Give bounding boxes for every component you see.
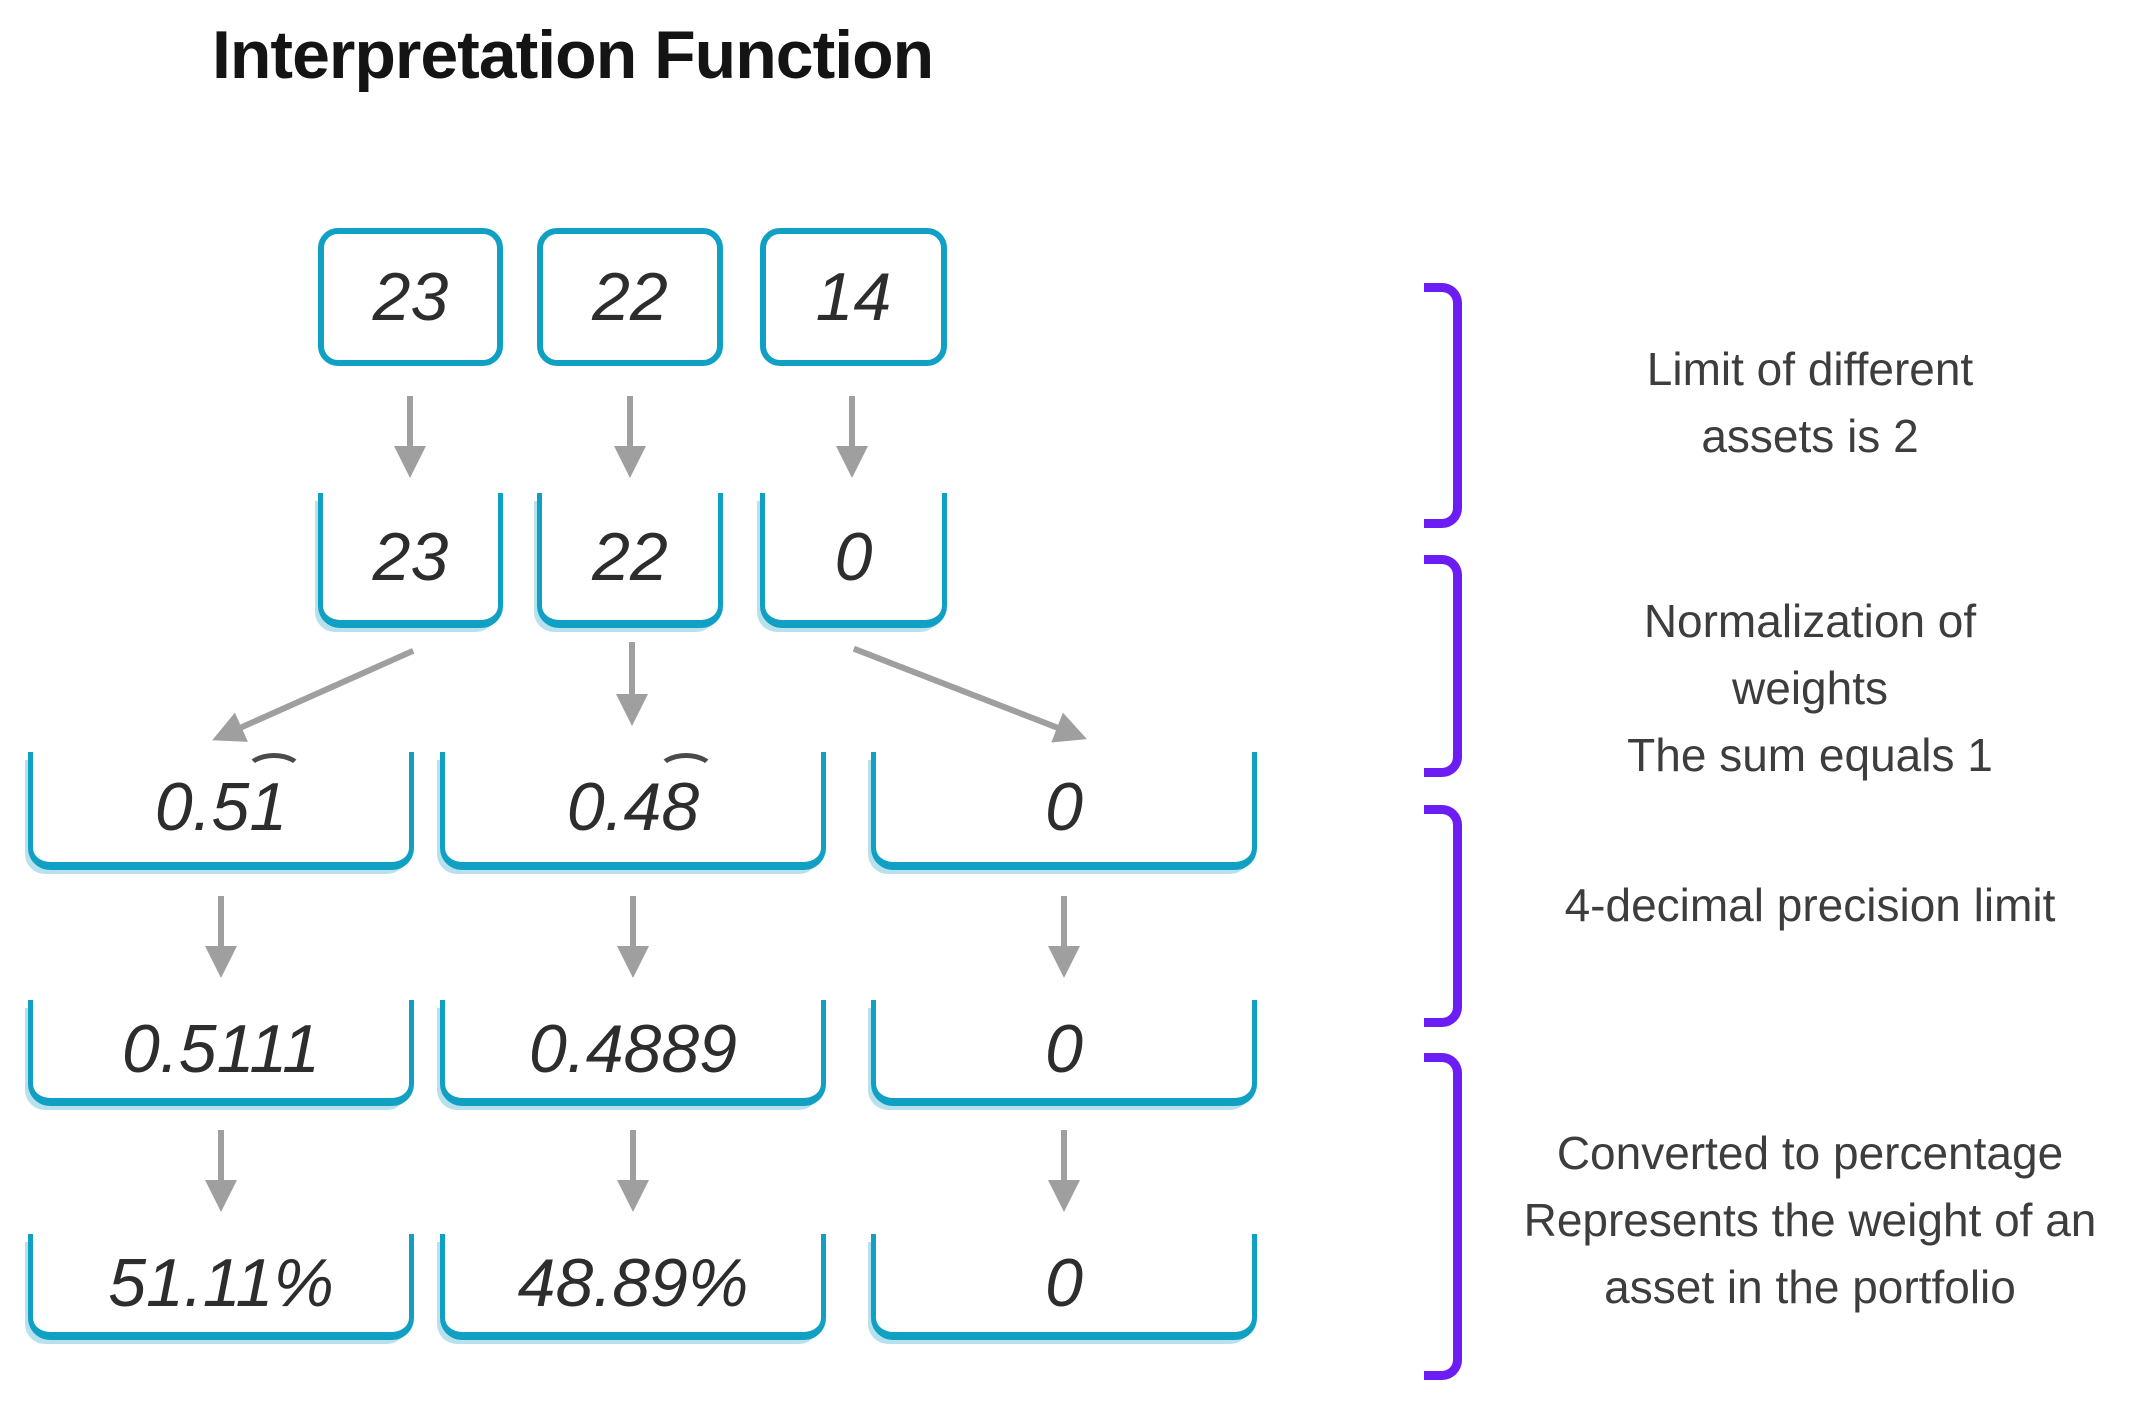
annotation-line: Normalization of: [1643, 595, 1977, 647]
flow-box-percent-3: 0: [871, 1234, 1257, 1340]
annotation-line: Limit of different: [1646, 343, 1974, 395]
arrow-down-icon: [394, 396, 426, 478]
arrow-down-icon: [1048, 1130, 1080, 1212]
flow-box-initial-2: 22: [537, 228, 723, 366]
arrow-down-icon: [614, 396, 646, 478]
arrow-down-icon: [617, 1130, 649, 1212]
annotation-line: weights: [1732, 662, 1888, 714]
bracket-icon-percentage: [1424, 1053, 1462, 1380]
box-value: 0: [1045, 1011, 1083, 1087]
box-value: 22: [592, 259, 668, 335]
repeating-decimal-arc-icon: [245, 753, 304, 789]
arrow-down-icon: [205, 1130, 237, 1212]
bracket-icon-precision: [1424, 805, 1462, 1027]
annotation-line: Converted to percentage: [1556, 1127, 2064, 1179]
annotation-line: 4-decimal precision limit: [1564, 879, 2056, 931]
flow-box-initial-3: 14: [760, 228, 947, 366]
flow-box-limited-3: 0: [760, 493, 947, 628]
flow-box-rounded-1: 0.5111: [28, 1000, 414, 1106]
annotation-line: The sum equals 1: [1627, 729, 1993, 781]
box-value: 22: [592, 518, 668, 595]
arrow-down-icon: [616, 642, 648, 726]
flow-box-normalized-3: 0: [871, 752, 1257, 870]
page-title: Interpretation Function: [212, 17, 934, 93]
box-value: 0: [1045, 769, 1083, 845]
annotation-percentage: Converted to percentage Represents the w…: [1470, 1120, 2150, 1321]
repeating-decimal-value: 0.51: [155, 753, 304, 841]
box-value: 0.4889: [529, 1011, 737, 1087]
flow-box-rounded-3: 0: [871, 1000, 1257, 1106]
annotation-line: Represents the weight of an: [1523, 1194, 2097, 1246]
flow-box-percent-2: 48.89%: [440, 1234, 826, 1340]
annotation-limit: Limit of different assets is 2: [1470, 336, 2150, 470]
flow-box-normalized-1: 0.51: [28, 752, 414, 870]
box-value: 0.5111: [122, 1011, 320, 1087]
box-value: 23: [372, 518, 449, 595]
repeating-decimal-arc-icon: [657, 753, 716, 789]
annotation-normalization: Normalization of weights The sum equals …: [1470, 588, 2150, 789]
arrow-down-icon: [1048, 896, 1080, 978]
flow-box-initial-1: 23: [318, 228, 503, 366]
arrow-down-icon: [205, 896, 237, 978]
annotation-line: asset in the portfolio: [1604, 1261, 2016, 1313]
box-value: 23: [372, 259, 449, 335]
annotation-line: assets is 2: [1701, 410, 1919, 462]
box-value: 51.11%: [108, 1245, 334, 1321]
flow-box-percent-1: 51.11%: [28, 1234, 414, 1340]
flow-box-limited-1: 23: [318, 493, 503, 628]
arrow-diagonal-right-icon: [852, 645, 1087, 743]
flow-box-rounded-2: 0.4889: [440, 1000, 826, 1106]
repeating-decimal-value: 0.48: [567, 753, 716, 841]
arrow-down-icon: [836, 396, 868, 478]
bracket-icon-limit: [1424, 283, 1462, 528]
box-value: 0: [1045, 1245, 1083, 1321]
annotation-precision: 4-decimal precision limit: [1470, 872, 2150, 939]
flow-box-limited-2: 22: [537, 493, 723, 628]
arrow-diagonal-left-icon: [212, 648, 415, 742]
bracket-icon-normalization: [1424, 555, 1462, 777]
arrow-down-icon: [617, 896, 649, 978]
box-value: 0: [834, 518, 873, 595]
box-value: 48.89%: [517, 1245, 749, 1321]
flow-box-normalized-2: 0.48: [440, 752, 826, 870]
box-value: 14: [815, 259, 892, 335]
